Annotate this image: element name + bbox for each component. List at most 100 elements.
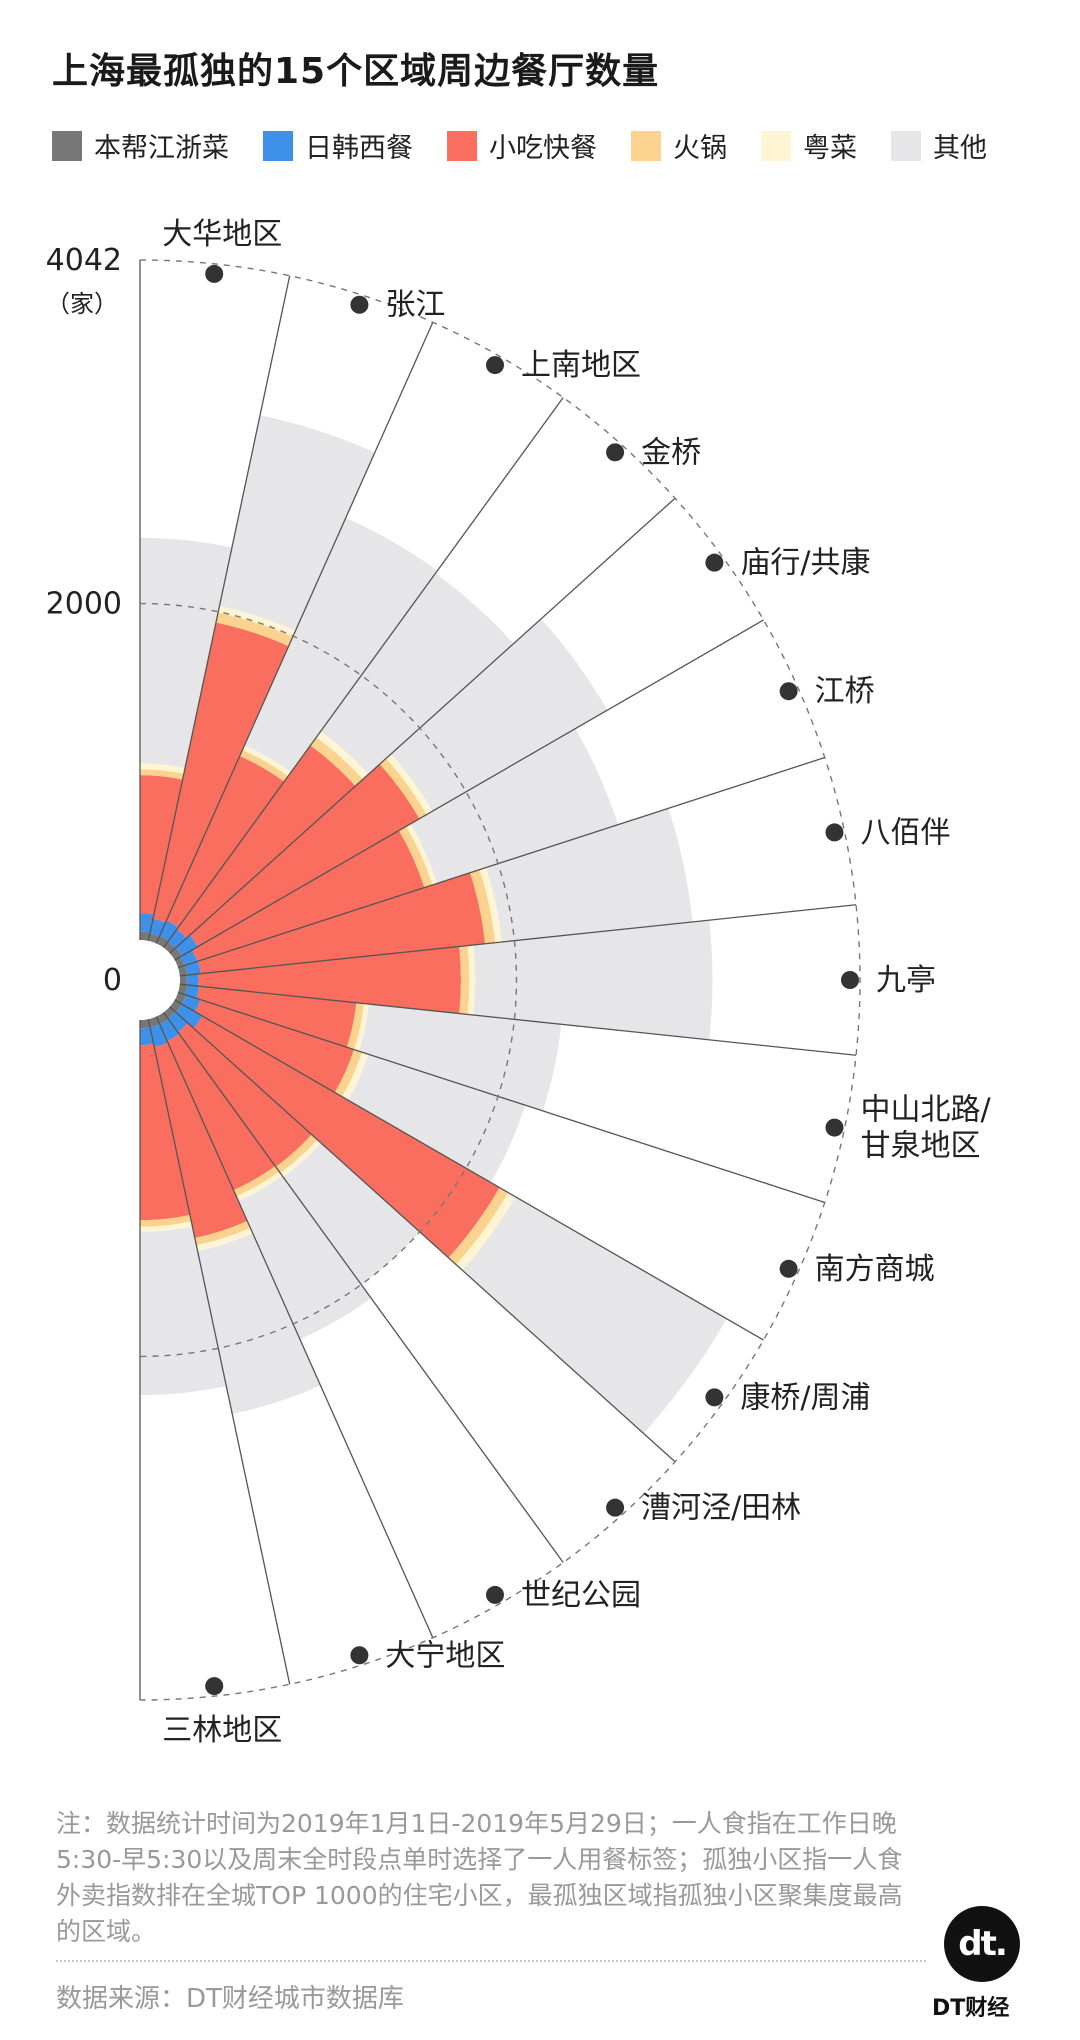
bar-segment	[198, 946, 461, 1014]
bar-segment	[176, 745, 356, 939]
category-marker	[705, 553, 724, 572]
footnote: 注：数据统计时间为2019年1月1日-2019年5月29日；一人食指在工作日晚5…	[56, 1809, 903, 1946]
legend-swatch	[891, 130, 921, 161]
bar-segment	[174, 956, 185, 968]
bar-segment	[150, 1024, 168, 1048]
category-label: 江桥	[815, 674, 875, 709]
category-label: 漕河泾/田林	[641, 1491, 801, 1526]
legend-swatch	[631, 130, 661, 161]
sector-separator	[169, 1006, 676, 1463]
category-label: 张江	[385, 288, 445, 323]
bar-segment	[198, 872, 486, 974]
bar-segment	[456, 1192, 516, 1271]
category-label: 世纪公园	[521, 1578, 641, 1613]
divider	[56, 1960, 926, 1962]
bar-segment	[181, 994, 201, 1012]
legend-item-other: 其他	[891, 126, 987, 165]
category-marker	[486, 356, 504, 375]
bar-segment	[462, 1196, 727, 1434]
bar-segment	[140, 913, 154, 933]
category-label: 康桥/周浦	[740, 1380, 870, 1415]
bar-segment	[310, 737, 363, 787]
category-label: 九亭	[876, 963, 936, 998]
category-marker	[350, 295, 369, 314]
sector-separator	[174, 999, 764, 1341]
legend-swatch	[52, 130, 82, 161]
legend-item-cantonese: 粤菜	[761, 126, 857, 165]
bar-segment	[238, 1175, 372, 1340]
bar-segment	[154, 1042, 248, 1238]
category-marker	[205, 264, 224, 283]
legend-label: 本帮江浙菜	[94, 133, 229, 164]
bar-segment	[242, 745, 292, 777]
category-marker	[205, 1677, 224, 1696]
bar-segment	[244, 517, 438, 773]
category-label: 南方商城	[815, 1252, 935, 1287]
bar-segment	[346, 1002, 364, 1050]
legend-swatch	[447, 130, 477, 161]
category-marker	[779, 1259, 798, 1278]
sector-separator	[169, 497, 676, 954]
axis-tick-label: 2000	[46, 587, 122, 622]
category-marker	[825, 1118, 844, 1137]
category-marker	[779, 682, 798, 701]
axis-tick-label: 4042	[46, 243, 122, 278]
sector-separator	[155, 1016, 434, 1639]
bar-segment	[153, 622, 289, 923]
bar-segment	[167, 1011, 188, 1033]
bar-segment	[175, 1004, 203, 1029]
bar-segment	[196, 1227, 253, 1252]
category-label: 大宁地区	[385, 1638, 505, 1673]
radial-bar-chart: 0 2000 4042 （家） 大华地区张江上南地区金桥庙行/共康江桥八佰伴九亭中山北路…	[46, 217, 992, 1748]
sector-separator	[177, 991, 825, 1204]
category-label: 中山北路/	[860, 1093, 991, 1128]
bar-segment	[391, 618, 608, 812]
data-source: 数据来源：DT财经城市数据库	[56, 1984, 404, 2014]
legend-item-hotpot: 火锅	[631, 126, 727, 165]
bar-segment	[140, 1226, 227, 1396]
bar-segment	[140, 1221, 193, 1232]
bar-segment	[473, 920, 713, 1040]
bar-segment	[196, 986, 357, 1048]
bar-segment	[233, 1166, 280, 1197]
bar-segment	[140, 775, 183, 915]
bar-segment	[486, 808, 693, 942]
gridline-circle	[139, 259, 861, 1701]
category-marker	[606, 443, 625, 462]
sector-separator	[179, 904, 857, 977]
bar-segment	[399, 826, 433, 888]
bar-segment	[195, 999, 355, 1093]
bar-segment	[334, 1049, 363, 1097]
category-marker	[841, 971, 859, 989]
bar-segment	[175, 935, 198, 956]
sector-separator	[147, 275, 291, 942]
center-hole	[100, 940, 180, 1020]
bar-segment	[189, 764, 420, 947]
category-marker	[705, 1388, 724, 1407]
category-label: 甘泉地区	[860, 1129, 980, 1164]
bar-segment	[140, 1043, 190, 1221]
bar-segment	[320, 573, 514, 775]
bar-segment	[479, 867, 502, 943]
bar-segment	[149, 918, 166, 937]
category-marker	[825, 823, 844, 842]
sector-separator	[155, 321, 434, 944]
legend-item-local: 本帮江浙菜	[52, 126, 229, 165]
sector-separator	[162, 1011, 564, 1563]
chart-title: 上海最孤独的15个区域周边餐厅数量	[52, 51, 660, 92]
bar-segment	[448, 1187, 509, 1265]
bar-segment	[177, 1023, 312, 1167]
category-marker	[350, 1646, 369, 1665]
bar-segment	[275, 1134, 318, 1173]
category-label: 庙行/共康	[740, 546, 870, 581]
category-label: 上南地区	[521, 348, 641, 383]
bar-segment	[185, 984, 200, 999]
bar-segment	[192, 830, 425, 962]
bar-segment	[386, 753, 433, 815]
bar-segment	[140, 1027, 154, 1046]
brand-logo: dt.	[944, 1906, 1020, 1982]
legend-swatch	[761, 130, 791, 161]
bar-segment	[348, 1054, 526, 1183]
bar-segment	[180, 949, 198, 966]
gridline-circle	[139, 602, 518, 1358]
